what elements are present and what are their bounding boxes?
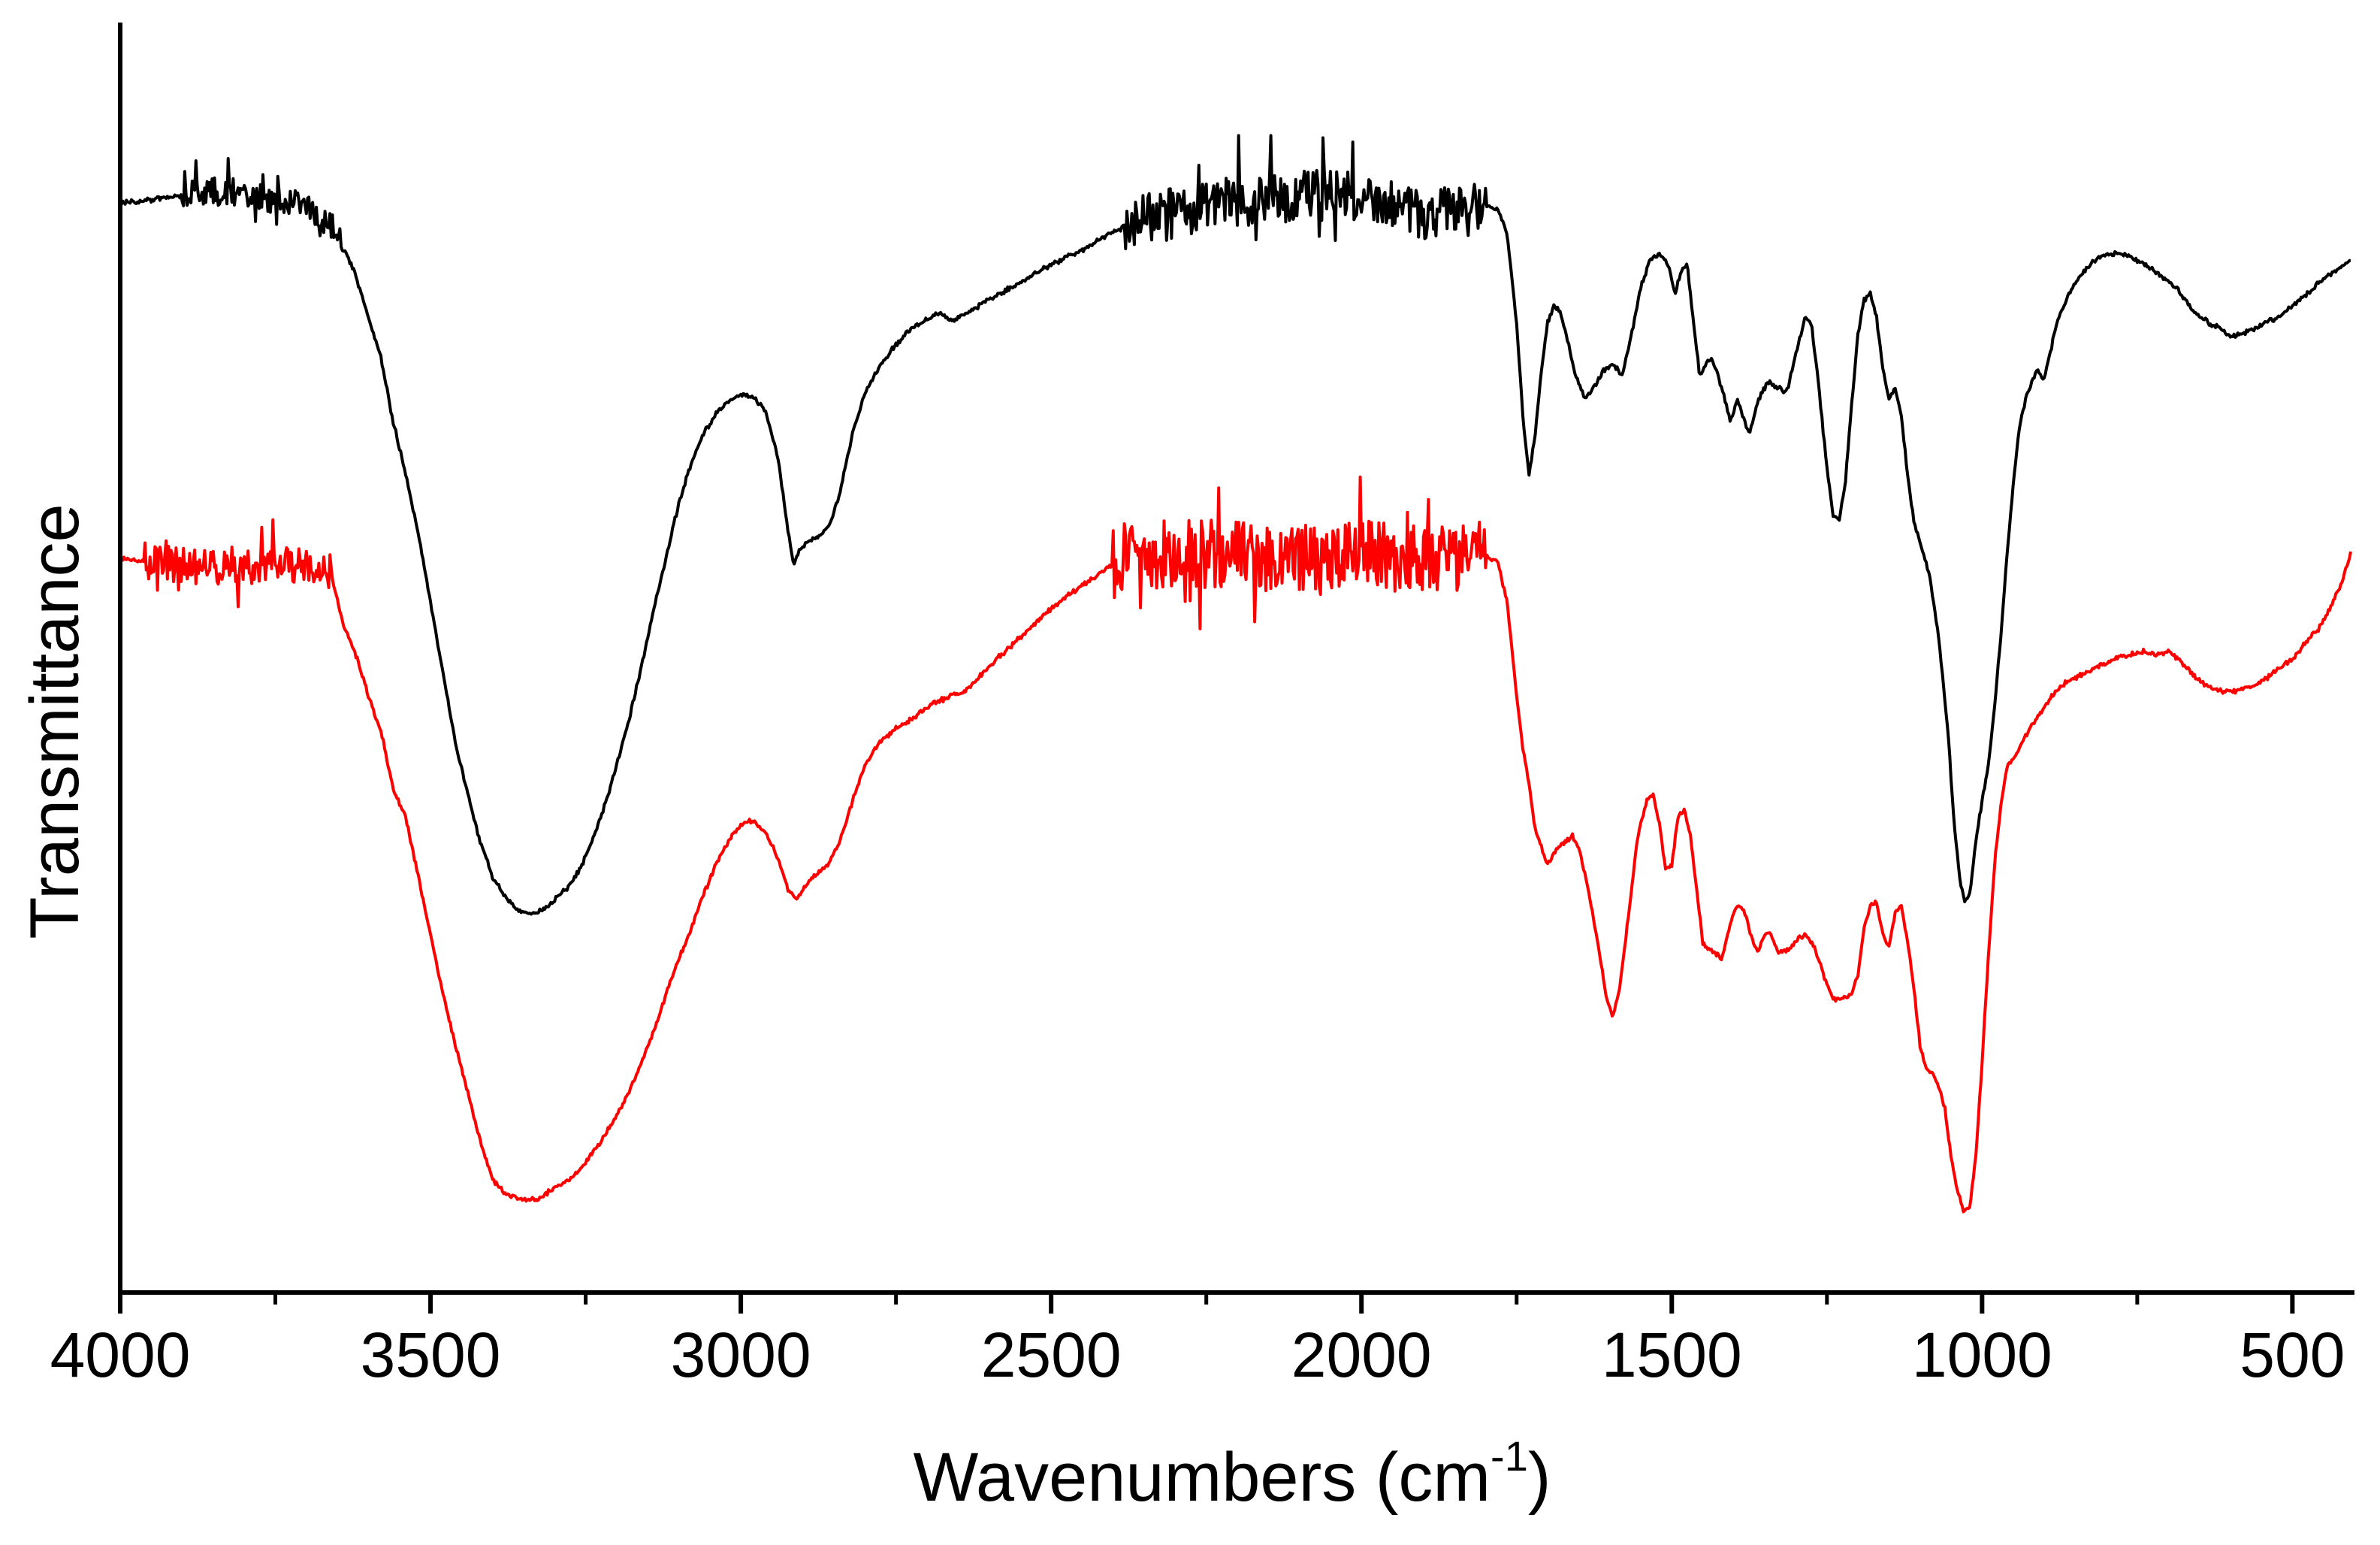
x-axis-label-close: ) bbox=[1528, 1439, 1551, 1516]
x-axis-label-superscript: -1 bbox=[1491, 1432, 1528, 1480]
series-line-black-trace bbox=[119, 134, 2351, 916]
x-tick-labels: 4000 3500 3000 2500 2000 1500 1000 500 bbox=[50, 1320, 2345, 1390]
x-axis-label-main: Wavenumbers (cm bbox=[914, 1439, 1491, 1516]
x-tick-label-1000: 1000 bbox=[1912, 1320, 2052, 1390]
x-axis-label: Wavenumbers (cm-1) bbox=[914, 1432, 1551, 1516]
x-tick-label-4000: 4000 bbox=[50, 1320, 191, 1390]
x-tick-label-1500: 1500 bbox=[1602, 1320, 1742, 1390]
x-ticks bbox=[118, 1293, 2295, 1314]
x-tick-label-2500: 2500 bbox=[981, 1320, 1122, 1390]
x-tick-label-3000: 3000 bbox=[671, 1320, 811, 1390]
x-tick-label-2000: 2000 bbox=[1291, 1320, 1432, 1390]
y-axis-label: Transmittance bbox=[17, 503, 93, 939]
x-tick-label-500: 500 bbox=[2240, 1320, 2345, 1390]
x-tick-label-3500: 3500 bbox=[361, 1320, 501, 1390]
series-layer bbox=[119, 134, 2352, 1214]
series-line-red-trace bbox=[119, 475, 2352, 1214]
